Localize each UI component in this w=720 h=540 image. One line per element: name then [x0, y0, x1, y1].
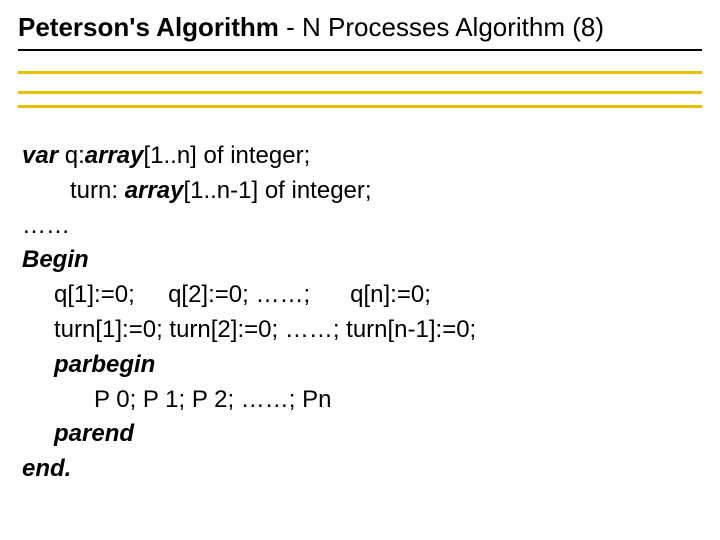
slide-title: Peterson's Algorithm - N Processes Algor… [18, 12, 702, 43]
title-bold-part: Peterson's Algorithm [18, 12, 279, 42]
code-text: turn: [70, 177, 125, 204]
code-line-4: Begin [22, 243, 702, 278]
code-text: [1..n] of integer; [143, 142, 310, 169]
title-underline-decor [18, 49, 702, 119]
code-line-9: parend [22, 417, 702, 452]
code-line-3: …… [22, 209, 702, 244]
keyword-var: var [22, 142, 58, 169]
code-line-6: turn[1]:=0; turn[2]:=0; ……; turn[n-1]:=0… [22, 313, 702, 348]
keyword-array: array [125, 177, 184, 204]
code-line-1: var q:array[1..n] of integer; [22, 139, 702, 174]
title-rest-part: - N Processes Algorithm (8) [279, 12, 604, 42]
code-text: [1..n-1] of integer; [183, 177, 371, 204]
code-text: q: [58, 142, 85, 169]
code-line-5: q[1]:=0; q[2]:=0; ……; q[n]:=0; [22, 278, 702, 313]
code-block: var q:array[1..n] of integer; turn: arra… [18, 139, 702, 487]
keyword-end: end. [22, 455, 71, 482]
code-line-10: end. [22, 452, 702, 487]
keyword-parend: parend [54, 420, 134, 447]
underline-stroke-2 [18, 91, 702, 94]
code-line-8: P 0; P 1; P 2; ……; Pn [22, 383, 702, 418]
keyword-parbegin: parbegin [54, 351, 155, 378]
underline-stroke-0 [18, 49, 702, 51]
keyword-array: array [85, 142, 144, 169]
underline-stroke-1 [18, 71, 702, 74]
code-line-2: turn: array[1..n-1] of integer; [22, 174, 702, 209]
underline-stroke-3 [18, 105, 702, 108]
code-line-7: parbegin [22, 348, 702, 383]
keyword-begin: Begin [22, 246, 89, 273]
